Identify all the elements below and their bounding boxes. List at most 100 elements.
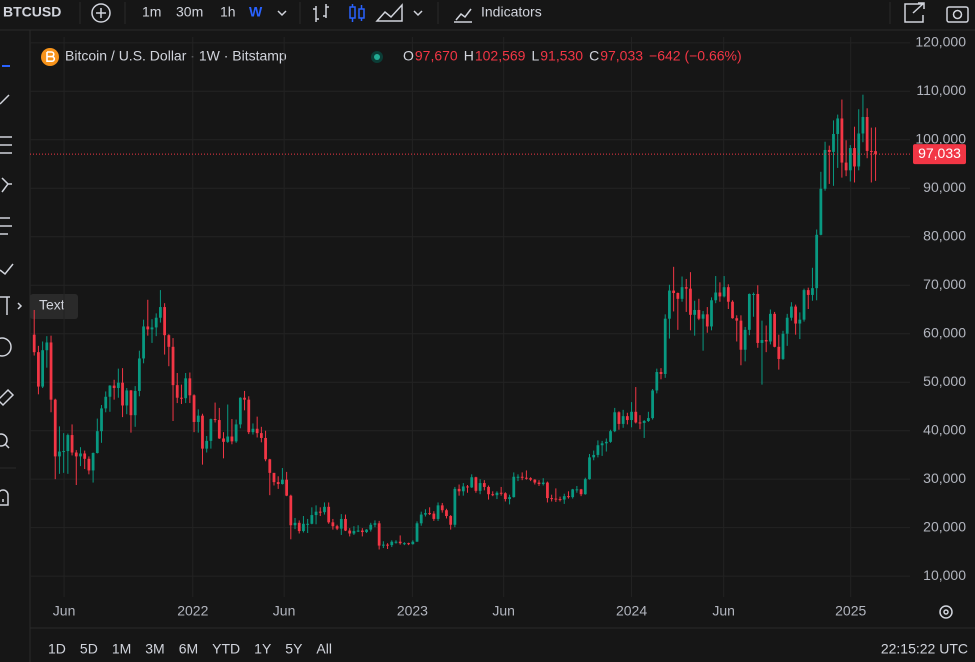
range-button[interactable]: YTD <box>212 641 240 657</box>
range-button[interactable]: 6M <box>179 641 198 657</box>
chart-type-menu[interactable] <box>413 10 423 17</box>
brush-tool[interactable] <box>0 263 14 276</box>
candle-body <box>520 476 524 478</box>
candle-body <box>377 523 381 546</box>
y-tick-label: 50,000 <box>923 373 966 389</box>
candle-body <box>66 435 70 452</box>
interval[interactable]: 30m <box>176 4 203 20</box>
candle-body <box>668 290 671 319</box>
range-button[interactable]: 1D <box>48 641 66 657</box>
bars-icon[interactable] <box>313 4 329 22</box>
candle-body <box>768 313 772 342</box>
candle-body <box>403 543 406 545</box>
candle-body <box>259 433 263 438</box>
candle-body <box>251 428 255 433</box>
candle-body <box>449 516 453 525</box>
candle-body <box>146 326 150 330</box>
candle-body <box>836 118 840 134</box>
x-tick-label: 2023 <box>397 603 428 619</box>
interval-active[interactable]: W <box>249 4 263 20</box>
candle-body <box>83 453 87 459</box>
candle-body <box>726 287 730 302</box>
text-tool[interactable] <box>0 296 10 315</box>
market-status-dot <box>374 54 380 60</box>
candle-body <box>285 479 288 496</box>
settings-icon[interactable] <box>939 605 953 619</box>
candle-body <box>100 408 103 432</box>
fib-tool[interactable] <box>0 136 12 154</box>
candle-body <box>621 416 625 424</box>
candle-body <box>74 452 78 457</box>
candle-body <box>360 530 364 533</box>
candle-body <box>91 453 95 471</box>
candle-body <box>550 498 554 500</box>
interval[interactable]: 1h <box>220 4 236 20</box>
line-tool[interactable] <box>0 94 10 105</box>
candle-body <box>398 541 402 544</box>
emoji-tool[interactable] <box>0 337 12 357</box>
candle-body <box>541 482 545 485</box>
candle-body <box>365 529 368 533</box>
candle-body <box>407 543 410 545</box>
x-tick-label: Jun <box>712 603 735 619</box>
candle-body <box>676 293 680 299</box>
zoom-tool[interactable] <box>0 433 10 449</box>
candle-body <box>478 483 482 491</box>
x-tick-label: 2024 <box>616 603 647 619</box>
candle-body <box>466 486 469 488</box>
legend-key: O <box>403 48 414 64</box>
symbol[interactable]: BTCUSD <box>3 4 61 20</box>
range-button[interactable]: 5D <box>80 641 98 657</box>
range-button[interactable]: 5Y <box>285 641 303 657</box>
candle-body <box>137 358 141 391</box>
candle-body <box>415 523 419 542</box>
interval-menu[interactable] <box>277 10 287 17</box>
range-button[interactable]: 3M <box>145 641 164 657</box>
clock: 22:15:22 UTC <box>881 641 968 657</box>
candle-body <box>806 290 810 295</box>
candles-icon[interactable] <box>349 4 365 22</box>
last-price-tag <box>913 144 966 165</box>
y-tick-label: 30,000 <box>923 470 966 486</box>
candle-body <box>600 443 604 446</box>
candle-body <box>638 422 642 424</box>
candle-body <box>701 314 705 319</box>
add-symbol[interactable] <box>91 3 111 23</box>
candle-body <box>335 526 339 529</box>
candle-body <box>819 188 823 235</box>
indicators-button[interactable]: Indicators <box>481 4 542 20</box>
tooltip <box>30 294 78 319</box>
range-button[interactable]: 1Y <box>254 641 272 657</box>
candle-body <box>710 300 713 327</box>
candle-body <box>588 457 591 480</box>
x-tick-label: Jun <box>273 603 296 619</box>
indicators-icon[interactable] <box>454 8 472 23</box>
area-icon[interactable] <box>375 3 403 22</box>
legend-value: 97,670 <box>415 48 458 64</box>
interval[interactable]: 1m <box>142 4 161 20</box>
lock-tool[interactable] <box>0 489 9 506</box>
candle-body <box>470 477 474 488</box>
candle-body <box>45 342 49 351</box>
tooltip-text: Text <box>39 297 65 313</box>
share-icon[interactable] <box>904 2 925 23</box>
candle-body <box>575 489 579 491</box>
candle-body <box>213 419 217 421</box>
candle-body <box>314 511 318 516</box>
y-tick-label: 100,000 <box>915 130 966 146</box>
y-tick-label: 90,000 <box>923 179 966 195</box>
range-button[interactable]: All <box>316 641 332 657</box>
measure-tool[interactable] <box>0 388 15 407</box>
left-toolbar: Text <box>0 30 78 662</box>
candle-body <box>175 385 179 398</box>
candle-body <box>108 385 112 397</box>
pattern-tool[interactable] <box>1 177 12 193</box>
candle-body <box>735 318 739 321</box>
candle-body <box>537 482 541 485</box>
prediction-tool[interactable] <box>0 217 12 235</box>
candle-body <box>373 523 377 525</box>
snapshot-icon[interactable] <box>946 6 969 23</box>
range-button[interactable]: 1M <box>112 641 131 657</box>
candle-body <box>861 117 865 134</box>
candle-body <box>731 301 734 319</box>
